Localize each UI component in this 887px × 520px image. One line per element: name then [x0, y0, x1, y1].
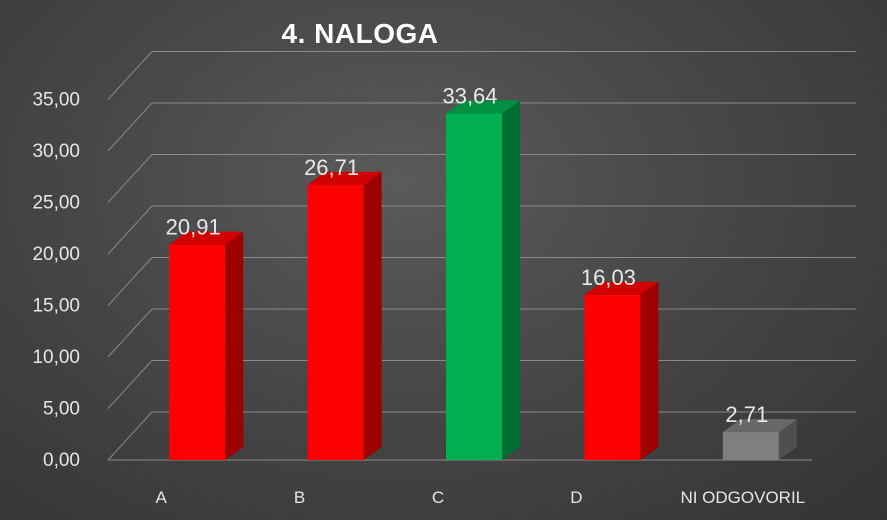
- y-tick-label: 15,00: [32, 296, 80, 317]
- x-tick-label: NI ODGOVORIL: [680, 488, 805, 507]
- bar: [307, 184, 364, 460]
- bar-top: [584, 281, 659, 295]
- bar-side: [363, 171, 382, 460]
- bar-top: [307, 171, 382, 185]
- bar-top: [169, 231, 244, 245]
- gridline-diagonal: [107, 411, 153, 461]
- bar-side: [502, 100, 520, 461]
- x-tick-label: A: [156, 488, 168, 507]
- data-label: 33,64: [442, 84, 497, 109]
- gridline-diagonal: [107, 154, 153, 203]
- y-tick-label: 30,00: [32, 141, 80, 162]
- bar-side: [640, 281, 659, 460]
- x-tick-label: B: [294, 488, 305, 507]
- y-tick-label: 5,00: [43, 399, 80, 420]
- gridline-diagonal: [107, 308, 153, 358]
- gridline-diagonal: [107, 205, 153, 255]
- bar-side: [778, 419, 797, 460]
- gridline-diagonal: [107, 51, 153, 100]
- bar: [722, 432, 779, 460]
- y-tick-label: 10,00: [32, 347, 80, 368]
- gridline-diagonal: [107, 102, 153, 152]
- data-label: 20,91: [166, 215, 221, 240]
- gridline-diagonal: [107, 257, 153, 306]
- bar-top: [446, 100, 520, 114]
- bar: [169, 244, 226, 460]
- chart-title: 4. NALOGA: [281, 18, 439, 49]
- bar: [584, 294, 641, 460]
- data-label: 2,71: [725, 402, 768, 427]
- x-tick-label: C: [432, 488, 444, 507]
- x-tick-label: D: [570, 488, 582, 507]
- bar: [446, 113, 502, 461]
- bar-top: [722, 419, 797, 433]
- y-tick-label: 25,00: [32, 193, 80, 214]
- data-label: 16,03: [581, 265, 636, 290]
- y-tick-label: 0,00: [43, 450, 80, 471]
- y-tick-label: 35,00: [32, 90, 80, 111]
- gridline-diagonal: [107, 360, 153, 409]
- y-tick-label: 20,00: [32, 244, 80, 265]
- bar-side: [225, 231, 244, 460]
- data-label: 26,71: [304, 155, 359, 180]
